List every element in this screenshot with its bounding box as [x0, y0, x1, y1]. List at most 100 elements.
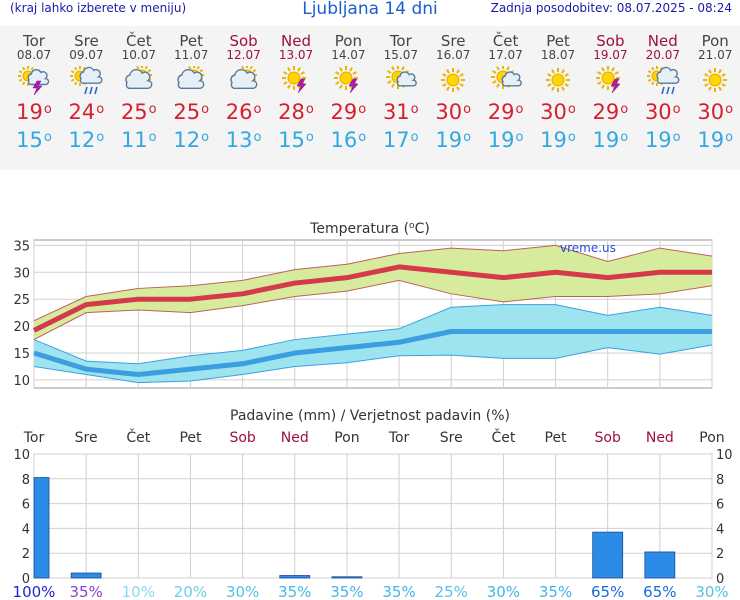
max-temperature-value: 25 — [120, 100, 148, 124]
sun-cloud-rain-icon — [70, 66, 103, 95]
min-temperature: 12o — [165, 128, 217, 152]
degree-sign: o — [725, 102, 734, 117]
x-tick-label: Pon — [699, 430, 724, 446]
degree-sign: o — [148, 102, 157, 117]
x-tick-label: Sob — [229, 430, 255, 446]
min-temperature-value: 15 — [278, 128, 305, 152]
precipitation-probability: 25% — [435, 583, 468, 600]
last-update: Zadnja posodobitev: 08.07.2025 - 08:24 — [490, 1, 732, 15]
sun-cloud-icon — [125, 66, 153, 89]
band-edge — [33, 344, 713, 384]
max-temperature: 29o — [322, 100, 374, 124]
max-temperature-value: 30 — [435, 100, 463, 124]
min-temperature-value: 11 — [120, 128, 148, 152]
precipitation-probability: 35% — [330, 583, 363, 600]
x-tick-label: Sob — [595, 430, 621, 446]
max-temperature: 25o — [165, 100, 217, 124]
max-temperature-line — [32, 264, 712, 333]
degree-sign: o — [515, 102, 524, 117]
precipitation-probability: 10% — [122, 583, 155, 600]
min-temperature: 19o — [532, 128, 584, 152]
max-temperature: 30o — [532, 100, 584, 124]
max-temperature: 30o — [637, 100, 689, 124]
max-temperature: 26o — [218, 100, 270, 124]
x-tick-label: Čet — [491, 428, 515, 446]
x-tick-label: Pet — [545, 430, 568, 446]
day-date: 20.07 — [645, 48, 680, 62]
day-name: Sob — [229, 32, 258, 50]
sun-icon — [441, 68, 466, 92]
y-tick-label: 20 — [13, 320, 30, 335]
day-name: Sre — [74, 32, 99, 50]
max-temperature-value: 29 — [330, 100, 358, 124]
min-temperature-value: 15 — [16, 128, 43, 152]
day-name: Pet — [546, 32, 570, 50]
max-temperature: 30o — [689, 100, 740, 124]
precipitation-probability: 20% — [174, 583, 207, 600]
min-temperature-value: 17 — [382, 128, 410, 152]
day-column: Sre 09.07 24o 12o — [60, 26, 112, 152]
day-date: 15.07 — [383, 48, 418, 62]
day-date: 08.07 — [16, 48, 52, 62]
precipitation-bar — [33, 477, 50, 579]
max-temperature-value: 26 — [225, 100, 253, 124]
day-column: Pet 18.07 30o 19o — [532, 26, 584, 152]
min-temperature-value: 12 — [173, 128, 201, 152]
day-name: Tor — [23, 32, 45, 50]
precipitation-bar — [70, 572, 102, 579]
band-edge — [33, 304, 713, 365]
precipitation-bar — [592, 531, 624, 579]
max-temperature: 31o — [375, 100, 427, 124]
day-column: Tor 15.07 31o 17o — [375, 26, 427, 152]
max-temperature: 25o — [113, 100, 165, 124]
degree-sign: o — [672, 102, 681, 117]
y-tick-label: 8 — [22, 473, 30, 488]
max-temperature-value: 25 — [173, 100, 201, 124]
sun-icon — [703, 68, 728, 92]
precipitation-chart: Padavine (mm) / Verjetnost padavin (%) To… — [13, 408, 733, 600]
precipitation-probability: 35% — [539, 583, 572, 600]
day-date: 13.07 — [278, 48, 314, 62]
sun-storm-icon — [334, 66, 359, 94]
max-temperature: 29o — [480, 100, 532, 124]
x-tick-label: Tor — [23, 430, 45, 446]
precipitation-probability: 35% — [382, 583, 415, 600]
day-date: 10.07 — [121, 48, 156, 62]
day-column: Tor 08.07 19o 15o — [8, 26, 60, 152]
max-temperature-value: 30 — [540, 100, 567, 124]
precipitation-bar — [279, 575, 311, 579]
max-temperature: 28o — [270, 100, 322, 124]
daily-forecast-strip: Tor 08.07 19o 15o Sre 09.07 24o 12o Čet 10.07 25o 1… — [0, 26, 740, 170]
min-temperature-value: 19 — [540, 128, 567, 152]
degree-sign: o — [253, 130, 262, 145]
sun-cloud-icon — [229, 66, 257, 89]
page-title: Ljubljana 14 dni — [302, 0, 438, 19]
day-name: Čet — [492, 32, 519, 50]
y-tick-label-right: 2 — [716, 547, 724, 562]
y-tick-label: 30 — [13, 266, 30, 281]
max-temperature: 19o — [8, 100, 60, 124]
sun-storm-icon — [596, 66, 621, 94]
day-date: 18.07 — [540, 48, 576, 62]
degree-sign: o — [567, 102, 576, 117]
degree-sign: o — [43, 102, 52, 117]
precipitation-probability: 30% — [226, 583, 259, 600]
precipitation-bar — [331, 576, 363, 579]
watermark: vreme.us — [560, 241, 616, 255]
day-date: 21.07 — [698, 48, 733, 62]
min-temperature-value: 19 — [435, 128, 463, 152]
precipitation-bar — [644, 551, 676, 579]
day-column: Ned 13.07 28o 15o — [270, 26, 322, 152]
precipitation-probability: 65% — [643, 583, 676, 600]
degree-sign: o — [410, 102, 419, 117]
y-tick-label: 10 — [13, 448, 30, 463]
min-temperature: 19o — [689, 128, 740, 152]
max-temperature-value: 30 — [644, 100, 672, 124]
day-column: Sob 12.07 26o 13o — [218, 26, 270, 152]
day-date: 19.07 — [593, 48, 628, 62]
degree-sign: o — [305, 102, 314, 117]
band-edge — [33, 279, 713, 341]
min-temperature: 19o — [427, 128, 479, 152]
min-temperature: 19o — [584, 128, 636, 152]
day-date: 16.07 — [436, 48, 471, 62]
